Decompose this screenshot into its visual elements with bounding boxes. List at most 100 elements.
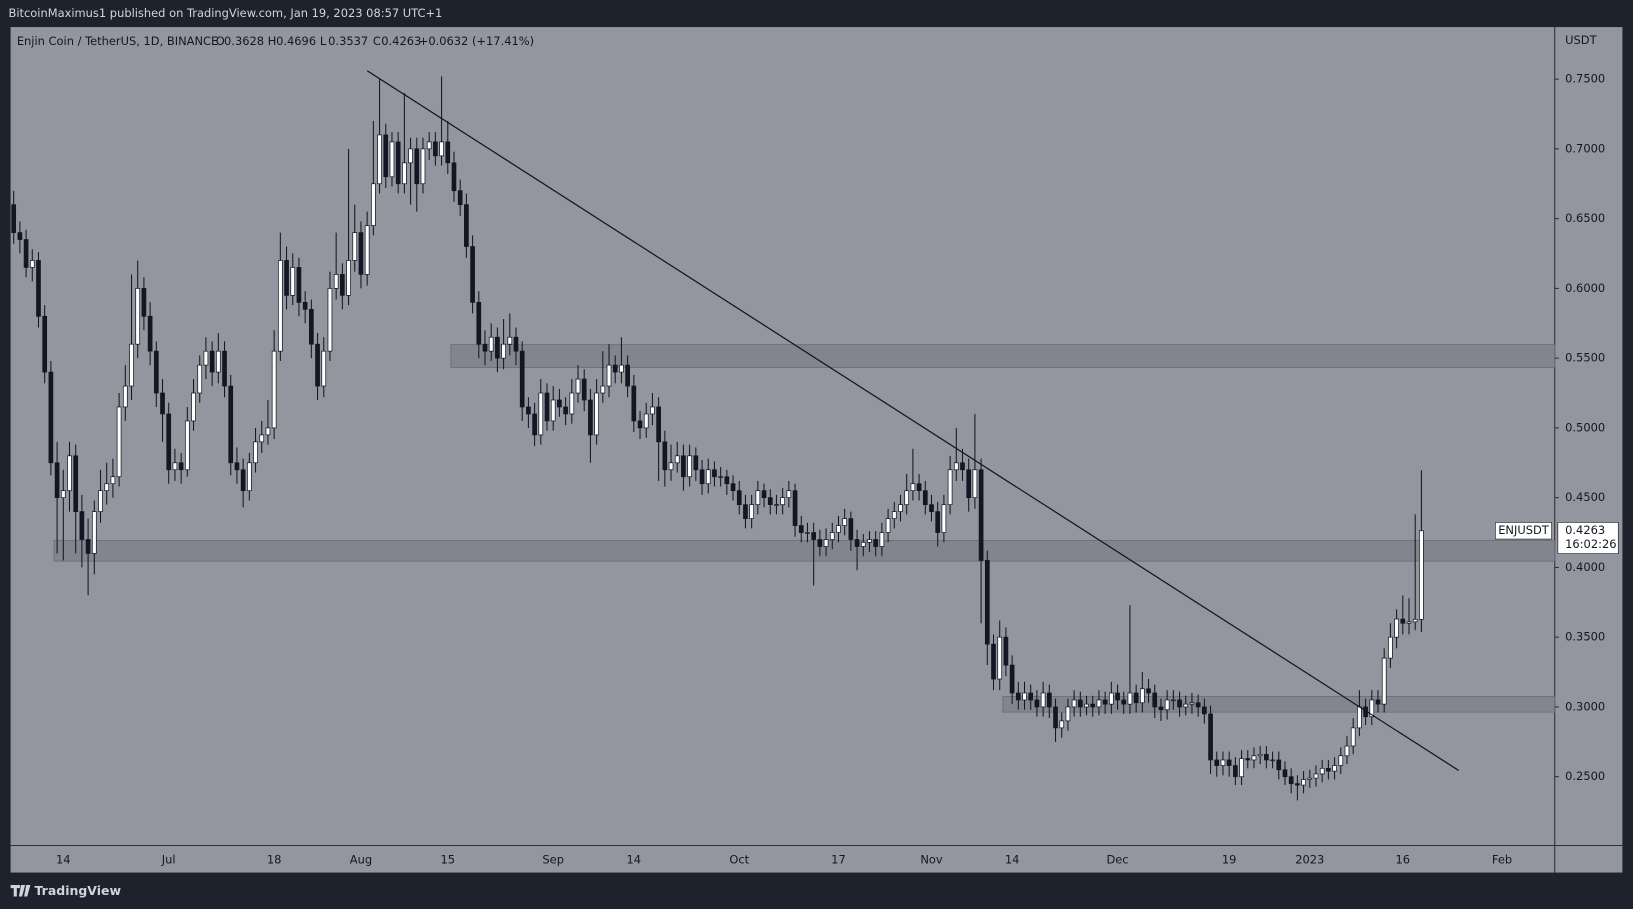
candle-body bbox=[271, 350, 277, 429]
price-tag-box bbox=[1557, 522, 1619, 554]
candle-body bbox=[978, 469, 984, 561]
candle-body bbox=[1214, 759, 1220, 766]
plot-area bbox=[11, 70, 1556, 801]
candle-body bbox=[513, 336, 519, 352]
publisher: BitcoinMaximus1 published on TradingView… bbox=[9, 6, 443, 20]
candle-body bbox=[284, 260, 289, 296]
candle-body bbox=[135, 288, 141, 345]
candle-body bbox=[327, 288, 333, 352]
candle-body bbox=[941, 504, 947, 533]
candle-body bbox=[780, 497, 786, 506]
candle-body bbox=[1369, 699, 1375, 718]
candle-body bbox=[246, 462, 252, 492]
candle-body bbox=[1003, 636, 1009, 666]
series-tag-box bbox=[1495, 522, 1552, 540]
candle-body bbox=[11, 204, 17, 233]
candle-body bbox=[674, 455, 680, 464]
candle-body bbox=[637, 420, 643, 429]
candle-body bbox=[470, 246, 475, 303]
candle-body bbox=[1319, 767, 1325, 775]
candle-body bbox=[1202, 706, 1207, 715]
y-tick-label: 0.6500 bbox=[1565, 211, 1605, 225]
candle-body bbox=[408, 148, 413, 164]
ohlc-value: 0.3537 bbox=[328, 34, 368, 48]
candle-body bbox=[1096, 699, 1102, 708]
ohlc-value: 0.4263 bbox=[381, 34, 421, 48]
candle-body bbox=[699, 469, 705, 485]
candle-body bbox=[792, 490, 798, 526]
candle-body bbox=[48, 371, 54, 464]
candle-body bbox=[767, 497, 773, 506]
candle-body bbox=[519, 350, 525, 408]
candle-body bbox=[184, 420, 190, 471]
candle-body bbox=[116, 406, 122, 478]
candle-body bbox=[445, 141, 451, 164]
candle-body bbox=[1015, 692, 1021, 701]
candle-body bbox=[1419, 530, 1424, 620]
candle-body bbox=[457, 190, 463, 206]
candle-body bbox=[253, 441, 258, 464]
candle-body bbox=[1177, 699, 1182, 708]
candle-body bbox=[507, 336, 513, 345]
x-tick-label: Dec bbox=[1106, 853, 1128, 867]
y-tick-label: 0.5500 bbox=[1565, 351, 1605, 365]
candle-body bbox=[1171, 699, 1176, 702]
candle-body bbox=[1344, 745, 1350, 757]
candle-body bbox=[619, 364, 624, 373]
candle-body bbox=[718, 476, 723, 478]
candle-body bbox=[575, 378, 581, 394]
candle-body bbox=[1264, 754, 1269, 761]
candle-body bbox=[1332, 765, 1337, 772]
candle-body bbox=[147, 315, 153, 352]
x-tick-label: Aug bbox=[350, 853, 372, 867]
candle-body bbox=[346, 260, 351, 296]
candle-body bbox=[309, 308, 314, 345]
candle-body bbox=[141, 288, 147, 317]
candle-body bbox=[209, 350, 215, 373]
candle-body bbox=[67, 455, 72, 492]
candle-body bbox=[402, 162, 407, 185]
candle-body bbox=[898, 504, 903, 512]
support-zone bbox=[53, 539, 1556, 562]
candle-body bbox=[761, 490, 767, 499]
candle-body bbox=[594, 392, 599, 436]
x-tick-label: 17 bbox=[831, 853, 846, 867]
candle-body bbox=[23, 239, 29, 268]
candle-body bbox=[1009, 664, 1015, 694]
candle-body bbox=[1183, 703, 1189, 708]
candle-body bbox=[60, 490, 66, 499]
candle-body bbox=[371, 183, 376, 226]
candle-body bbox=[1146, 688, 1151, 694]
candle-body bbox=[265, 427, 271, 436]
candle-body bbox=[656, 406, 661, 443]
x-tick-label: 19 bbox=[1222, 853, 1237, 867]
candle-body bbox=[315, 343, 320, 387]
x-tick-label: 14 bbox=[1005, 853, 1020, 867]
candle-body bbox=[321, 350, 327, 387]
candle-body bbox=[1226, 759, 1232, 766]
candle-body bbox=[166, 413, 172, 471]
candle-body bbox=[1313, 773, 1319, 779]
y-tick-label: 0.6000 bbox=[1565, 281, 1605, 295]
candle-body bbox=[569, 392, 575, 415]
candle-body bbox=[1239, 758, 1244, 778]
candle-body bbox=[1164, 699, 1170, 711]
candle-body bbox=[29, 260, 35, 268]
candle-body bbox=[79, 511, 85, 540]
candle-body bbox=[1121, 699, 1127, 705]
candle-body bbox=[1388, 636, 1393, 659]
candle-body bbox=[259, 434, 265, 443]
candle-body bbox=[160, 392, 165, 415]
candle-body bbox=[364, 225, 370, 275]
candle-body bbox=[414, 148, 420, 185]
candle-body bbox=[1102, 699, 1108, 705]
x-tick-label: Nov bbox=[920, 853, 943, 867]
candle-body bbox=[848, 518, 854, 540]
candle-body bbox=[1270, 759, 1275, 762]
x-tick-label: Sep bbox=[542, 853, 564, 867]
change: +0.0632 (+17.41%) bbox=[419, 34, 534, 48]
candle-body bbox=[526, 406, 531, 415]
candle-body bbox=[873, 539, 879, 547]
candle-body bbox=[1233, 765, 1238, 778]
